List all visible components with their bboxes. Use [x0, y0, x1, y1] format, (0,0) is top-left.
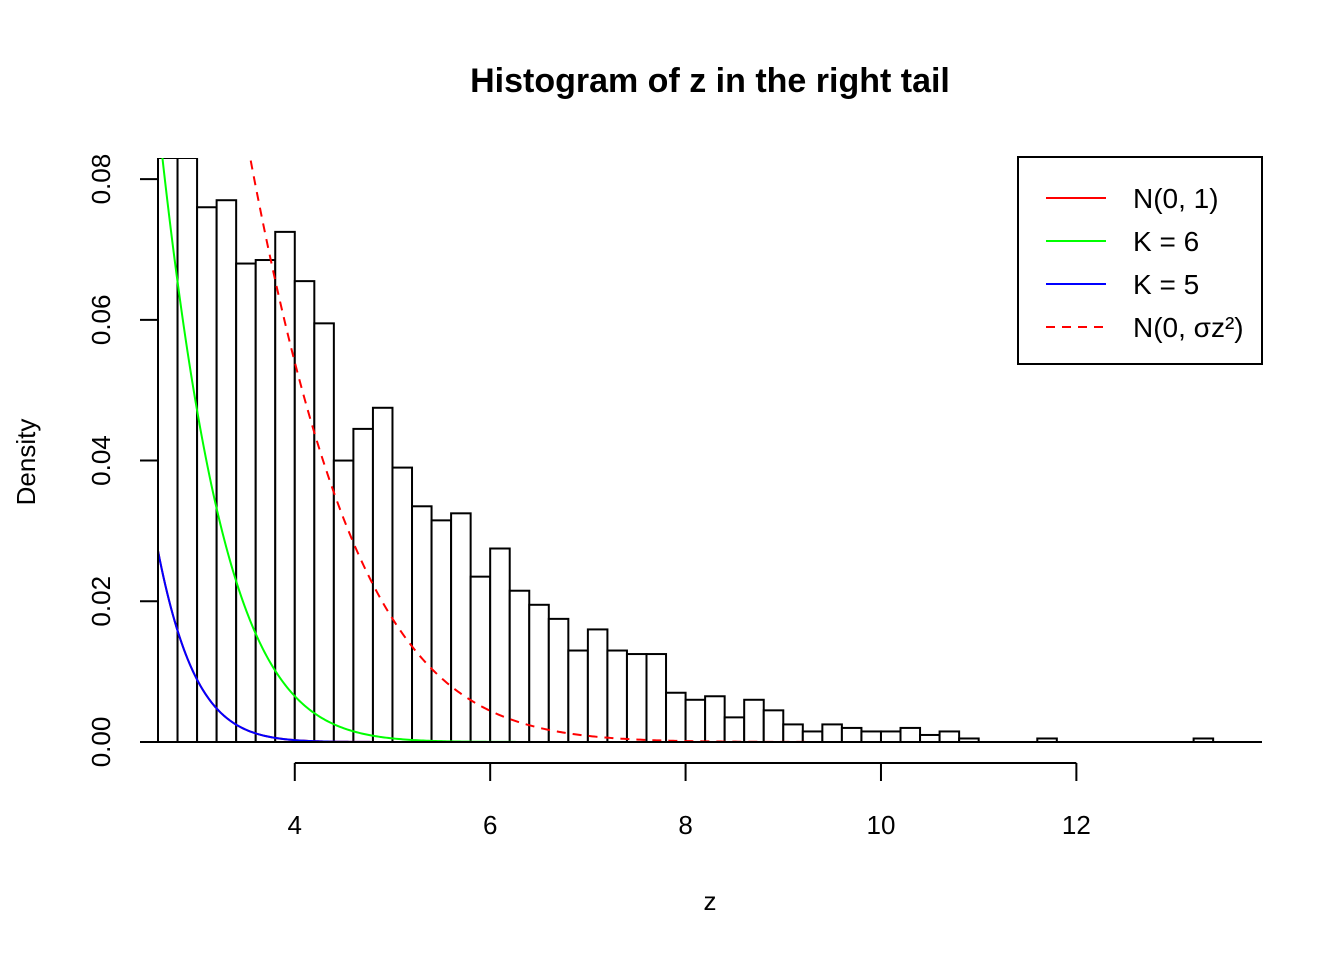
histogram-bar: [958, 737, 980, 742]
legend: N(0, 1) K = 6 K = 5 N(0, σz²): [1017, 156, 1263, 365]
histogram-bar: [274, 230, 296, 742]
x-axis: 4 6 8 10 12: [288, 762, 1091, 840]
histogram-bar: [1036, 737, 1058, 742]
histogram-bar: [645, 653, 668, 742]
histogram-bar: [801, 730, 824, 742]
y-tick-label: 0.06: [86, 295, 116, 346]
histogram-bar: [547, 617, 570, 742]
chart-title: Histogram of z in the right tail: [470, 62, 950, 100]
y-tick-label: 0.02: [86, 576, 116, 627]
histogram-bar: [528, 603, 550, 742]
x-tick-label: 6: [483, 810, 497, 840]
histogram-bar: [860, 730, 882, 742]
histogram-bar: [215, 199, 238, 742]
histogram-bar: [469, 575, 492, 742]
histogram-bar: [489, 547, 511, 742]
histogram-bar: [254, 259, 277, 742]
histogram-bar: [840, 726, 863, 742]
histogram-bar: [625, 653, 648, 742]
y-tick-label: 0.00: [86, 717, 116, 768]
histogram-bar: [176, 158, 199, 742]
legend-label: K = 5: [1133, 269, 1199, 300]
legend-label: N(0, σz²): [1133, 312, 1244, 343]
x-tick-label: 12: [1062, 810, 1091, 840]
histogram-bar: [352, 427, 374, 742]
histogram-bar: [782, 723, 804, 742]
x-tick-label: 10: [867, 810, 896, 840]
histogram-bar: [313, 322, 335, 742]
histogram-bar: [899, 726, 922, 742]
histogram-bar: [430, 519, 453, 742]
y-axis-label: Density: [11, 419, 41, 506]
x-tick-label: 4: [288, 810, 302, 840]
histogram-bar: [235, 262, 257, 742]
histogram-bar: [723, 716, 746, 742]
x-axis-label: z: [704, 886, 717, 916]
y-tick-label: 0.08: [86, 154, 116, 205]
histogram-bar: [391, 466, 414, 742]
histogram-bar: [762, 709, 785, 742]
x-tick-label: 8: [678, 810, 692, 840]
legend-label: N(0, 1): [1133, 183, 1219, 214]
histogram-bar: [919, 733, 941, 742]
histogram-bar: [158, 158, 179, 742]
histogram-bar: [665, 691, 687, 742]
histogram-bar: [371, 406, 394, 742]
histogram-bar: [704, 695, 726, 742]
histogram-bar: [586, 628, 609, 742]
y-axis: 0.00 0.02 0.04 0.06 0.08: [86, 154, 1262, 768]
histogram-bar: [567, 649, 589, 742]
histogram-bar: [938, 730, 961, 742]
histogram-bar: [879, 730, 902, 742]
y-tick-label: 0.04: [86, 435, 116, 486]
histogram-bar: [450, 512, 472, 742]
histogram-bar: [743, 698, 765, 742]
histogram-bar: [821, 723, 843, 742]
histogram-bar: [1192, 737, 1215, 742]
legend-label: K = 6: [1133, 226, 1199, 257]
histogram-bar: [411, 505, 433, 742]
histogram-bar: [196, 206, 218, 742]
legend-box: [1017, 156, 1263, 365]
histogram-bar: [293, 280, 316, 742]
density-curve-1: [161, 158, 1262, 742]
histogram-bar: [606, 649, 628, 742]
histogram-bar: [684, 698, 707, 742]
